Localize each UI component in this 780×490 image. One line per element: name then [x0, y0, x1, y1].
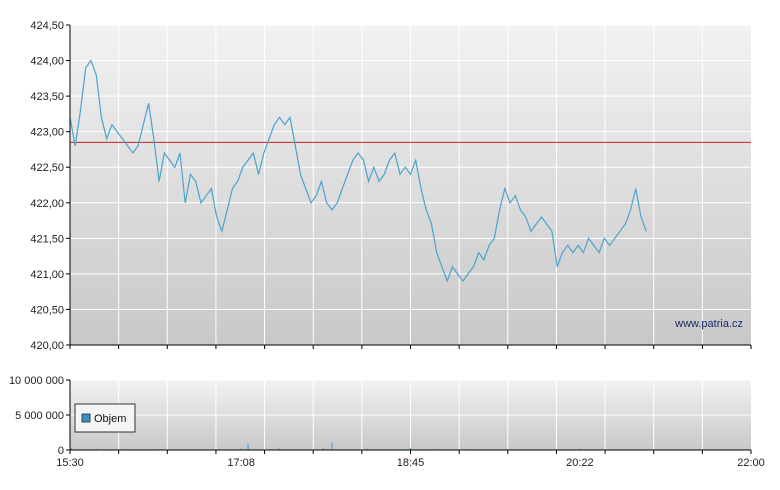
volume-axes: [66, 379, 752, 454]
x-tick-label: 17:08: [227, 457, 255, 469]
legend-swatch: [81, 413, 91, 423]
price-ytick-label: 423,50: [30, 91, 64, 103]
volume-ytick-label: 5 000 000: [15, 410, 64, 422]
volume-bar: [121, 448, 123, 450]
price-ytick-label: 422,50: [30, 162, 64, 174]
x-tick-label: 22:00: [737, 457, 765, 469]
price-ytick-label: 421,50: [30, 233, 64, 245]
legend-label: Objem: [94, 413, 126, 425]
volume-bar: [322, 448, 324, 450]
price-ytick-label: 420,50: [30, 304, 64, 316]
volume-ytick-labels: 0 5 000 000 10 000 000: [9, 375, 64, 457]
volume-bar: [409, 447, 412, 450]
volume-bar: [95, 448, 97, 450]
volume-bar: [579, 448, 581, 450]
volume-panel: 0 5 000 000 10 000 000 15:30 17:08 18:45 20:2…: [9, 375, 765, 469]
x-tick-label: 20:22: [566, 457, 594, 469]
price-ytick-label: 423,00: [30, 127, 64, 139]
price-panel: 420,00 420,50 421,00 421,50 422,00 422,50 423,…: [30, 20, 752, 352]
volume-bar: [331, 443, 333, 450]
price-grid: [70, 24, 751, 346]
volume-ytick-label: 0: [58, 445, 64, 457]
watermark: www.patria.cz: [674, 318, 743, 330]
volume-bar: [366, 448, 368, 450]
price-series-line: [70, 59, 647, 283]
volume-bar: [71, 447, 73, 450]
price-ytick-label: 420,00: [30, 340, 64, 352]
price-axes: [66, 24, 752, 349]
price-ytick-label: 424,50: [30, 20, 64, 32]
x-tick-label: 18:45: [397, 457, 425, 469]
volume-ytick-label: 10 000 000: [9, 375, 64, 387]
price-ytick-label: 421,00: [30, 269, 64, 281]
x-tick-label: 15:30: [56, 457, 84, 469]
volume-bar: [278, 448, 281, 450]
xtick-labels: 15:30 17:08 18:45 20:22 22:00: [56, 457, 765, 469]
legend-box: [74, 403, 136, 433]
price-ytick-label: 422,00: [30, 198, 64, 210]
volume-bar: [247, 443, 249, 450]
price-ytick-labels: 420,00 420,50 421,00 421,50 422,00 422,50 423,…: [30, 20, 64, 352]
price-ytick-label: 424,00: [30, 56, 64, 68]
legend: Objem: [74, 403, 136, 433]
volume-bar: [240, 448, 242, 450]
